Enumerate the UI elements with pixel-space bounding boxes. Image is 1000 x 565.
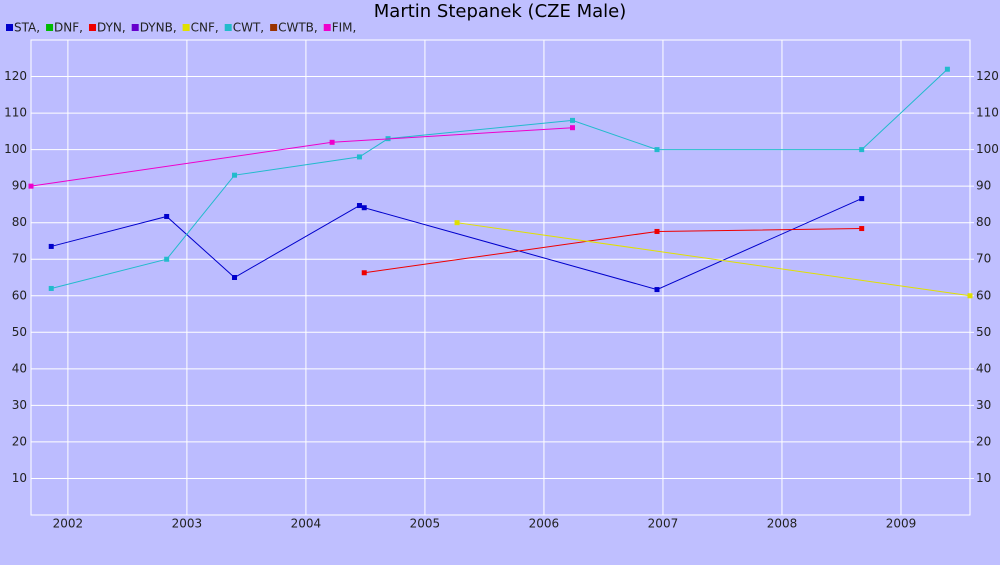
data-point <box>944 66 950 72</box>
y-tick-label: 10 <box>12 471 27 485</box>
y2-tick-label: 90 <box>976 179 991 193</box>
chart-title: Martin Stepanek (CZE Male) <box>374 1 626 22</box>
legend-label: DNF, <box>54 21 83 35</box>
y2-tick-label: 100 <box>976 142 999 156</box>
y2-tick-label: 80 <box>976 215 991 229</box>
y2-tick-label: 30 <box>976 398 991 412</box>
data-point <box>232 275 238 280</box>
y-tick-label: 120 <box>4 69 27 83</box>
x-tick-label: 2002 <box>53 517 84 531</box>
data-point <box>48 243 54 249</box>
x-tick-label: 2008 <box>767 517 798 531</box>
y2-tick-label: 50 <box>976 325 991 339</box>
legend-label: STA, <box>14 21 40 35</box>
data-point <box>356 203 362 209</box>
y2-tick-label: 40 <box>976 361 991 375</box>
legend-label: CWTB, <box>278 21 318 35</box>
legend-label: CNF, <box>191 21 219 35</box>
data-point <box>28 183 34 189</box>
y-tick-label: 50 <box>12 325 27 339</box>
y-tick-label: 40 <box>12 361 27 375</box>
series-line <box>456 222 971 297</box>
y2-tick-label: 20 <box>976 434 991 448</box>
y-tick-label: 20 <box>12 434 27 448</box>
y-tick-label: 60 <box>12 288 27 302</box>
x-tick-label: 2003 <box>172 517 203 531</box>
data-point <box>329 139 335 145</box>
data-point <box>164 256 170 262</box>
legend-swatch <box>182 24 190 31</box>
x-tick-label: 2009 <box>886 517 917 531</box>
x-tick-label: 2006 <box>529 517 560 531</box>
data-point <box>356 154 362 160</box>
y-tick-label: 70 <box>12 252 27 266</box>
data-point <box>232 172 238 178</box>
y2-tick-label: 60 <box>976 288 991 302</box>
legend-swatch <box>224 24 232 31</box>
y-tick-label: 80 <box>12 215 27 229</box>
data-point <box>859 226 865 232</box>
data-point <box>859 196 865 202</box>
legend-swatch <box>46 24 54 31</box>
data-point <box>570 125 576 131</box>
y-tick-label: 30 <box>12 398 27 412</box>
data-point <box>361 270 367 276</box>
plot-area <box>30 39 971 516</box>
x-tick-label: 2005 <box>410 517 441 531</box>
y-tick-label: 110 <box>4 106 27 120</box>
data-point <box>361 205 367 211</box>
data-point <box>570 117 576 123</box>
data-point <box>967 293 973 299</box>
x-tick-label: 2004 <box>291 517 322 531</box>
y2-tick-label: 110 <box>976 106 999 120</box>
legend-swatch <box>6 24 13 31</box>
data-point <box>654 228 660 234</box>
data-point <box>48 285 54 291</box>
y-tick-label: 100 <box>4 142 27 156</box>
y-tick-label: 90 <box>12 179 27 193</box>
legend-label: FIM, <box>332 21 357 35</box>
legend-swatch <box>270 24 278 31</box>
data-point <box>164 213 170 219</box>
data-point <box>654 147 660 153</box>
data-point <box>454 220 460 226</box>
data-point <box>859 147 865 153</box>
y2-tick-label: 120 <box>976 69 999 83</box>
legend-swatch <box>88 24 96 31</box>
legend-label: DYN, <box>97 21 126 35</box>
legend-swatch <box>323 24 331 31</box>
y2-tick-label: 70 <box>976 252 991 266</box>
x-tick-label: 2007 <box>648 517 679 531</box>
data-point <box>654 287 660 293</box>
legend-swatch <box>131 24 139 31</box>
legend-label: CWT, <box>233 21 264 35</box>
legend-label: DYNB, <box>140 21 177 35</box>
y2-tick-label: 10 <box>976 471 991 485</box>
